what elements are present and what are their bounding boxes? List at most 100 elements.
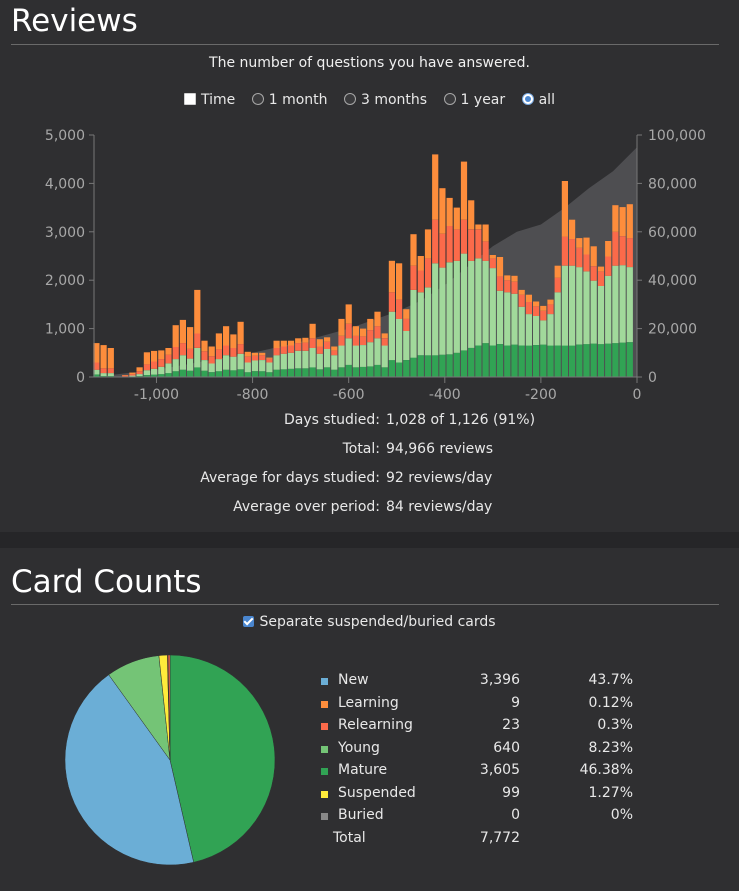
bar-young <box>612 265 619 344</box>
bar-mature <box>143 375 150 377</box>
bar-learning <box>165 348 172 355</box>
bar-learning <box>136 367 143 372</box>
bar-learning <box>295 338 302 344</box>
time-toggle[interactable]: Time <box>184 92 235 108</box>
bar-relearning <box>244 356 251 363</box>
radio-1-month[interactable] <box>251 93 264 105</box>
bar-learning <box>496 257 504 277</box>
bar-learning <box>122 375 129 376</box>
legend-name: Suspended <box>338 784 416 801</box>
bar-young <box>143 370 150 375</box>
bar-learning <box>446 197 453 226</box>
bar-relearning <box>287 345 295 353</box>
bar-relearning <box>93 362 100 370</box>
bar-young <box>194 348 201 368</box>
legend-total-label: Total <box>333 829 366 846</box>
bar-learning <box>172 325 179 347</box>
bar-young <box>172 359 179 372</box>
y-tick-label: 2,000 <box>45 273 85 289</box>
card-counts-title-rule <box>11 604 719 605</box>
time-checkbox[interactable] <box>184 93 197 105</box>
bar-mature <box>619 342 626 377</box>
bar-learning <box>424 229 432 259</box>
bar-relearning <box>302 342 309 351</box>
legend-row-buried[interactable]: Buried 0 0% <box>320 807 660 829</box>
range-1-year[interactable]: 1 year <box>443 92 505 108</box>
x-tick-label: 0 <box>633 387 642 403</box>
legend-count: 99 <box>502 784 520 801</box>
bar-young <box>403 331 410 360</box>
bar-mature <box>540 344 547 377</box>
bar-relearning <box>324 341 331 349</box>
bar-mature <box>547 345 554 377</box>
legend-row-mature[interactable]: Mature 3,605 46.38% <box>320 762 660 784</box>
bar-mature <box>223 369 230 377</box>
bar-relearning <box>223 345 230 356</box>
legend-row-young[interactable]: Young 640 8.23% <box>320 740 660 762</box>
range-3-months[interactable]: 3 months <box>344 92 427 108</box>
bar-young <box>626 267 633 343</box>
bar-young <box>158 366 165 375</box>
legend-swatch <box>321 790 328 798</box>
bar-young <box>511 293 518 345</box>
bar-learning <box>518 289 525 295</box>
pie-slice-relearning[interactable] <box>167 654 171 761</box>
bar-young <box>151 368 158 375</box>
bar-mature <box>576 344 583 377</box>
radio-1-year[interactable] <box>443 93 456 105</box>
bar-learning <box>237 321 244 345</box>
bar-mature <box>410 357 417 377</box>
bar-learning <box>287 340 295 346</box>
stat-days-studied: Days studied: 1,028 of 1,126 (91%) <box>0 412 739 432</box>
stat-label: Average over period: <box>233 499 380 515</box>
legend-swatch <box>321 700 328 708</box>
bar-young <box>424 287 432 356</box>
reviews-chart: 0 1,000 2,000 3,000 4,000 5,000 0 20,000 40,000 6… <box>45 128 706 403</box>
bar-young <box>518 306 525 346</box>
pie-slice-new[interactable] <box>64 674 194 866</box>
pie-slice-mature[interactable] <box>169 654 276 863</box>
bar-relearning <box>158 359 165 367</box>
stat-label: Days studied: <box>283 412 380 428</box>
range-3-months-label: 3 months <box>361 92 428 108</box>
card-counts-title: Card Counts <box>11 564 202 600</box>
range-all[interactable]: all <box>521 92 555 108</box>
bar-relearning <box>194 333 201 348</box>
bar-learning <box>223 326 230 346</box>
legend-pct: 8.23% <box>588 739 633 756</box>
bar-relearning <box>266 358 273 363</box>
legend-row-new[interactable]: New 3,396 43.7% <box>320 672 660 694</box>
bar-young <box>381 345 388 368</box>
legend-count: 3,605 <box>479 762 520 778</box>
bar-young <box>525 314 532 346</box>
legend-pct: 46.38% <box>579 762 633 778</box>
x-tick-label: -800 <box>237 387 269 403</box>
radio-3-months[interactable] <box>344 93 356 105</box>
bar-mature <box>273 369 280 377</box>
range-1-month[interactable]: 1 month <box>251 92 328 108</box>
bar-mature <box>187 370 194 377</box>
bar-learning <box>367 318 374 330</box>
separate-checkbox[interactable] <box>243 616 255 627</box>
bar-young <box>540 320 547 345</box>
bar-young <box>316 353 323 370</box>
y2-tick-label: 60,000 <box>648 225 697 241</box>
legend-row-suspended[interactable]: Suspended 99 1.27% <box>320 785 660 807</box>
separate-suspended-toggle[interactable]: Separate suspended/buried cards <box>0 614 739 630</box>
bar-relearning <box>605 256 612 276</box>
bar-mature <box>324 367 331 377</box>
legend-row-learning[interactable]: Learning 9 0.12% <box>320 695 660 717</box>
bar-learning <box>547 299 554 305</box>
legend-row-relearning[interactable]: Relearning 23 0.3% <box>320 717 660 739</box>
radio-all[interactable] <box>521 93 534 105</box>
bar-relearning <box>367 330 374 343</box>
x-tick-label: -600 <box>333 387 365 403</box>
bar-young <box>244 362 251 373</box>
bar-relearning <box>475 229 482 259</box>
bar-learning <box>215 333 222 350</box>
bar-relearning <box>533 306 540 316</box>
bar-learning <box>208 346 215 357</box>
bar-learning <box>583 237 590 255</box>
bar-relearning <box>511 281 518 294</box>
bar-relearning <box>331 350 338 356</box>
